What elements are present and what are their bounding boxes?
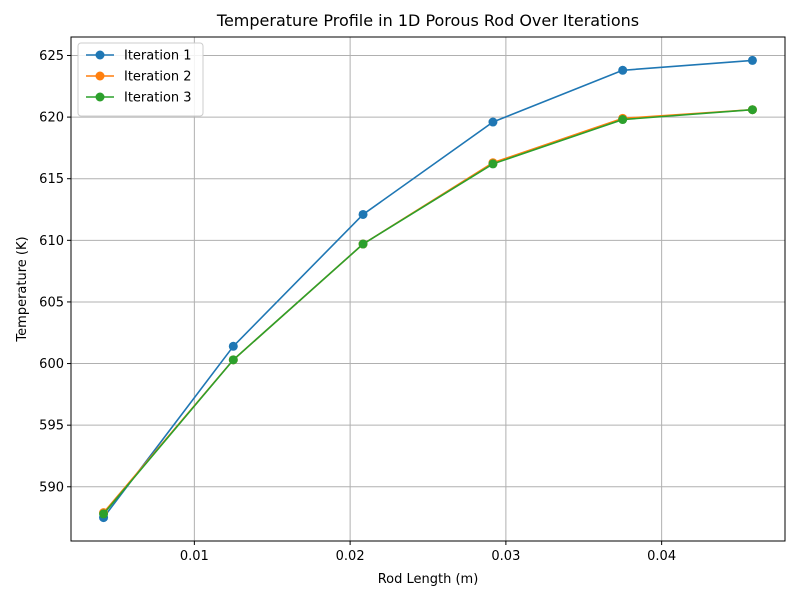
data-point	[747, 55, 757, 65]
y-tick-label: 590	[39, 480, 64, 495]
x-tick-label: 0.01	[180, 549, 209, 564]
plot-frame	[70, 36, 786, 542]
legend-marker	[95, 92, 105, 102]
data-point	[618, 115, 628, 125]
data-point	[228, 355, 238, 365]
data-point	[358, 209, 368, 219]
ticks: 0.01 0.02 0.03 0.04 590 595 600 605 610 615 620 625	[39, 49, 676, 564]
legend-label: Iteration 2	[124, 70, 192, 85]
legend-label: Iteration 3	[124, 91, 192, 106]
legend-item: Iteration 2	[86, 70, 192, 85]
data-point	[358, 239, 368, 249]
series-lines	[99, 55, 757, 523]
data-point	[618, 65, 628, 75]
data-point	[488, 117, 498, 127]
y-tick-label: 595	[39, 419, 64, 434]
series-3	[99, 105, 757, 519]
x-tick-label: 0.03	[491, 549, 520, 564]
data-point	[488, 159, 498, 169]
y-tick-label: 625	[39, 49, 64, 64]
series-line	[102, 108, 753, 515]
legend: Iteration 1 Iteration 2 Iteration 3	[77, 42, 204, 117]
y-tick-label: 615	[39, 172, 64, 187]
legend-label: Iteration 1	[124, 49, 192, 64]
chart-title: Temperature Profile in 1D Porous Rod Ove…	[216, 11, 639, 30]
y-tick-label: 600	[39, 357, 64, 372]
y-tick-label: 605	[39, 295, 64, 310]
series-line	[102, 59, 753, 519]
grid	[71, 37, 785, 541]
data-point	[228, 341, 238, 351]
y-tick-label: 610	[39, 234, 64, 249]
y-tick-label: 620	[39, 111, 64, 126]
legend-item: Iteration 1	[86, 49, 192, 64]
legend-marker	[95, 71, 105, 81]
x-axis-title: Rod Length (m)	[378, 572, 479, 587]
legend-marker	[95, 50, 105, 60]
data-point	[747, 105, 757, 115]
data-point	[99, 509, 109, 519]
x-tick-label: 0.04	[647, 549, 676, 564]
x-tick-label: 0.02	[336, 549, 365, 564]
y-axis-title: Temperature (K)	[15, 236, 30, 342]
legend-item: Iteration 3	[86, 91, 192, 106]
